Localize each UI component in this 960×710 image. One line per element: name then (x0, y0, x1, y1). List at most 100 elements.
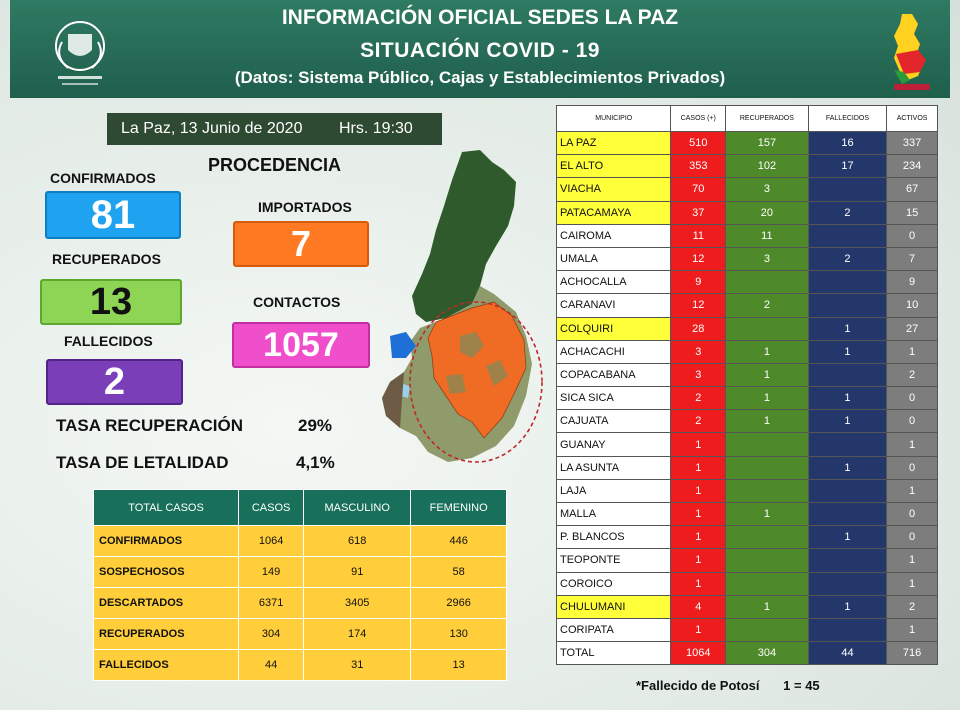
municipio-row: CAJUATA 2 1 1 0 (555, 409, 938, 434)
summary-cell-femenino: 58 (410, 556, 507, 588)
tasa-letalidad-value: 4,1% (296, 453, 335, 472)
sedes-logo-icon (55, 21, 105, 85)
municipio-cell-recuperados: 20 (725, 200, 809, 225)
municipio-row: VIACHA 70 3 67 (555, 177, 938, 202)
municipio-cell-activos: 1 (886, 432, 938, 457)
municipio-cell-casos: 1 (670, 525, 727, 550)
municipio-row: PATACAMAYA 37 20 2 15 (555, 200, 938, 225)
summary-header-row: TOTAL CASOS CASOS MASCULINO FEMENINO (92, 489, 507, 526)
summary-cell-casos: 304 (238, 618, 305, 650)
summary-row: RECUPERADOS 304 174 130 (92, 618, 507, 650)
summary-cell-label: CONFIRMADOS (92, 525, 240, 557)
summary-row: DESCARTADOS 6371 3405 2966 (92, 587, 507, 619)
municipio-cell-recuperados (725, 525, 809, 550)
municipio-cell-recuperados: 1 (725, 362, 809, 388)
municipio-cell-activos: 27 (886, 316, 938, 341)
municipio-row: COPACABANA 3 1 2 (555, 362, 938, 388)
municipio-cell-recuperados: 1 (725, 409, 809, 434)
summary-cell-masculino: 618 (303, 525, 412, 557)
municipio-cell-fallecidos (807, 478, 888, 504)
importados-label: IMPORTADOS (258, 199, 352, 215)
municipio-row: TEOPONTE 1 1 (555, 548, 938, 573)
municipios-table: MUNICIPIO CASOS (+) RECUPERADOS FALLECID… (555, 105, 938, 666)
municipio-total-name: TOTAL (555, 641, 672, 666)
municipio-cell-recuperados: 3 (725, 246, 809, 272)
municipio-cell-name: VIACHA (555, 177, 672, 202)
municipio-row: ACHACACHI 3 1 1 1 (555, 339, 938, 364)
municipio-row: MALLA 1 1 0 (555, 501, 938, 527)
municipio-cell-fallecidos (807, 270, 888, 295)
summary-cell-label: FALLECIDOS (92, 649, 240, 681)
municipio-total-casos: 1064 (670, 641, 727, 666)
municipio-cell-name: P. BLANCOS (555, 525, 672, 550)
municipio-cell-recuperados: 1 (725, 594, 809, 619)
summary-cell-casos: 6371 (238, 587, 305, 619)
municipio-cell-recuperados: 1 (725, 339, 809, 364)
municipio-row: LA PAZ 510 157 16 337 (555, 130, 938, 156)
municipio-cell-activos: 67 (886, 177, 938, 202)
municipio-cell-recuperados: 102 (725, 154, 809, 179)
municipio-cell-activos: 0 (886, 409, 938, 434)
municipio-cell-activos: 7 (886, 246, 938, 272)
municipio-cell-name: COLQUIRI (555, 316, 672, 341)
importados-value: 7 (233, 221, 369, 267)
municipio-cell-casos: 3 (670, 339, 727, 364)
municipio-cell-fallecidos: 1 (807, 386, 888, 411)
municipio-cell-activos: 1 (886, 571, 938, 596)
municipios-header: FALLECIDOS (807, 105, 888, 132)
municipio-cell-name: PATACAMAYA (555, 200, 672, 225)
municipios-header-row: MUNICIPIO CASOS (+) RECUPERADOS FALLECID… (555, 105, 938, 132)
municipio-cell-fallecidos (807, 548, 888, 573)
municipio-cell-name: ACHOCALLA (555, 270, 672, 295)
municipio-cell-casos: 12 (670, 246, 727, 272)
la-paz-department-logo-icon (894, 14, 930, 90)
municipio-cell-casos: 353 (670, 154, 727, 179)
municipio-cell-activos: 9 (886, 270, 938, 295)
municipio-cell-name: GUANAY (555, 432, 672, 457)
municipios-header: CASOS (+) (670, 105, 727, 132)
municipio-cell-recuperados: 3 (725, 177, 809, 202)
municipio-row: CHULUMANI 4 1 1 2 (555, 594, 938, 619)
municipio-cell-activos: 337 (886, 130, 938, 156)
municipio-cell-casos: 37 (670, 200, 727, 225)
footnote: *Fallecido de Potosí 1 = 45 (636, 678, 840, 693)
summary-cell-label: DESCARTADOS (92, 587, 240, 619)
tasa-recuperacion-value: 29% (298, 416, 333, 435)
municipio-cell-casos: 4 (670, 594, 727, 619)
fallecidos-value: 2 (46, 359, 183, 405)
summary-table: TOTAL CASOS CASOS MASCULINO FEMENINO CON… (92, 489, 507, 681)
municipio-cell-activos: 1 (886, 339, 938, 364)
summary-cell-masculino: 174 (303, 618, 412, 650)
summary-cell-masculino: 31 (303, 649, 412, 681)
municipio-cell-fallecidos: 2 (807, 246, 888, 272)
municipio-cell-name: SICA SICA (555, 386, 672, 411)
municipio-cell-casos: 2 (670, 409, 727, 434)
municipio-cell-name: ACHACACHI (555, 339, 672, 364)
municipio-row: CORIPATA 1 1 (555, 617, 938, 643)
municipio-cell-casos: 1 (670, 617, 727, 643)
contactos-value: 1057 (232, 322, 370, 368)
municipio-row: GUANAY 1 1 (555, 432, 938, 457)
municipio-cell-activos: 234 (886, 154, 938, 179)
summary-cell-casos: 44 (238, 649, 305, 681)
municipio-cell-casos: 1 (670, 432, 727, 457)
summary-header: FEMENINO (410, 489, 507, 526)
municipio-total-recuperados: 304 (725, 641, 809, 666)
municipio-cell-name: CAIROMA (555, 223, 672, 248)
municipio-total-activos: 716 (886, 641, 938, 666)
header-subtitle: SITUACIÓN COVID - 19 (360, 39, 600, 62)
municipio-cell-name: COROICO (555, 571, 672, 596)
municipio-cell-name: CORIPATA (555, 617, 672, 643)
municipio-cell-casos: 1 (670, 548, 727, 573)
municipio-cell-casos: 510 (670, 130, 727, 156)
municipio-cell-casos: 3 (670, 362, 727, 388)
summary-cell-femenino: 2966 (410, 587, 507, 619)
municipio-row: CAIROMA 11 11 0 (555, 223, 938, 248)
date-text: La Paz, 13 Junio de 2020 (121, 120, 303, 137)
municipio-cell-activos: 0 (886, 525, 938, 550)
municipio-cell-activos: 0 (886, 386, 938, 411)
municipio-cell-recuperados: 2 (725, 293, 809, 318)
municipios-header: MUNICIPIO (555, 105, 672, 132)
procedencia-title: PROCEDENCIA (208, 155, 342, 175)
municipio-row: LAJA 1 1 (555, 478, 938, 504)
